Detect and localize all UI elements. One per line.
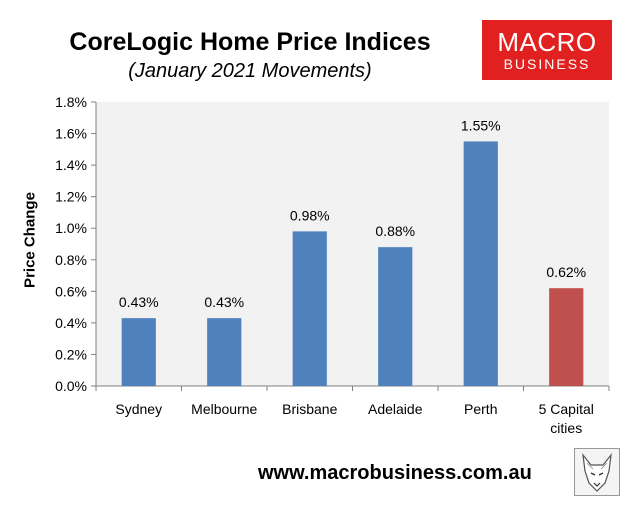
y-tick-label: 0.8% <box>55 252 87 268</box>
x-tick-label-line: Sydney <box>115 401 162 417</box>
x-tick-label: Sydney <box>115 401 162 417</box>
logo-line-1: MACRO <box>497 27 597 57</box>
x-tick-label: Melbourne <box>191 401 257 417</box>
plot-area <box>96 102 609 386</box>
y-tick-label: 0.2% <box>55 346 87 362</box>
wolf-logo-icon <box>574 448 620 496</box>
macrobusiness-logo: MACRO BUSINESS <box>482 20 612 80</box>
bar <box>463 141 498 386</box>
y-tick-label: 1.8% <box>55 94 87 110</box>
data-label: 1.55% <box>461 117 501 133</box>
x-tick-label-line: Perth <box>464 401 497 417</box>
data-label: 0.98% <box>290 207 330 223</box>
data-label: 0.43% <box>119 294 159 310</box>
x-tick-label: 5 Capital cities <box>539 401 594 436</box>
x-tick-label: Perth <box>464 401 497 417</box>
bar <box>292 231 327 386</box>
x-tick-label-line: Melbourne <box>191 401 257 417</box>
bar <box>207 318 242 386</box>
y-tick-label: 1.6% <box>55 126 87 142</box>
chart-title: CoreLogic Home Price Indices <box>69 28 431 56</box>
y-tick-label: 1.4% <box>55 157 87 173</box>
logo-line-2: BUSINESS <box>503 56 591 72</box>
x-tick-label-line: Adelaide <box>368 401 423 417</box>
x-tick-label-line: Brisbane <box>282 401 337 417</box>
y-tick-label: 0.0% <box>55 378 87 394</box>
website-url: www.macrobusiness.com.au <box>258 462 532 484</box>
y-tick-label: 1.2% <box>55 189 87 205</box>
x-tick-label-line: 5 Capital <box>539 401 594 417</box>
data-label: 0.43% <box>204 294 244 310</box>
x-tick-label: Adelaide <box>368 401 423 417</box>
y-tick-label: 0.6% <box>55 283 87 299</box>
x-tick-label: Brisbane <box>282 401 337 417</box>
bar <box>121 318 156 386</box>
y-tick-label: 1.0% <box>55 220 87 236</box>
chart-subtitle: (January 2021 Movements) <box>128 60 372 82</box>
bar <box>549 288 584 386</box>
x-tick-label-line: cities <box>550 420 582 436</box>
data-label: 0.62% <box>546 264 586 280</box>
bar <box>378 247 413 386</box>
y-tick-label: 0.4% <box>55 315 87 331</box>
data-label: 0.88% <box>375 223 415 239</box>
